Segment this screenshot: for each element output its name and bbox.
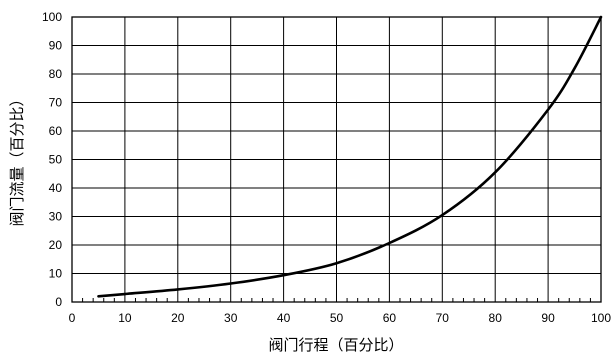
y-tick-label: 80 [49, 67, 63, 81]
y-tick-label: 90 [49, 39, 63, 53]
y-tick-label: 0 [55, 295, 62, 309]
x-tick-label: 80 [489, 311, 503, 325]
minor-ticks [82, 298, 591, 302]
x-tick-label: 60 [383, 311, 397, 325]
grid-lines [72, 17, 601, 302]
x-tick-label: 100 [591, 311, 611, 325]
y-tick-label: 20 [49, 238, 63, 252]
x-tick-label: 30 [224, 311, 238, 325]
y-tick-label: 50 [49, 153, 63, 167]
series-line [97, 15, 603, 298]
y-tick-label: 10 [49, 267, 63, 281]
y-tick-label: 30 [49, 210, 63, 224]
y-axis-title: 阀门流量（百分比） [8, 91, 26, 226]
x-tick-label: 90 [541, 311, 555, 325]
x-tick-label: 0 [69, 311, 76, 325]
x-tick-label: 20 [171, 311, 185, 325]
y-tick-labels: 0 10 20 30 40 50 60 70 80 90 100 [42, 10, 62, 309]
plot-border [71, 16, 602, 303]
y-tick-label: 100 [42, 10, 62, 24]
x-tick-label: 40 [277, 311, 291, 325]
y-tick-label: 40 [49, 181, 63, 195]
x-axis-title: 阀门行程（百分比） [268, 336, 403, 354]
x-tick-label: 50 [330, 311, 344, 325]
plot-frame [71, 16, 602, 303]
y-tick-label: 70 [49, 96, 63, 110]
x-tick-label: 70 [436, 311, 450, 325]
series-layer [97, 15, 603, 298]
y-tick-label: 60 [49, 124, 63, 138]
x-tick-labels: 0 10 20 30 40 50 60 70 80 90 100 [69, 311, 612, 325]
x-tick-label: 10 [118, 311, 132, 325]
